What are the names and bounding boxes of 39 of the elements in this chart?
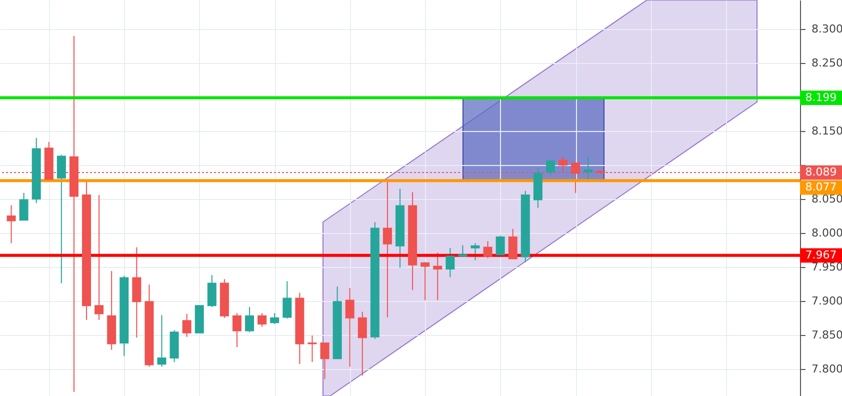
candlestick <box>320 342 330 380</box>
candlestick <box>245 306 254 333</box>
y-tick-label: 8.150 <box>812 124 842 138</box>
candlestick <box>446 247 455 278</box>
ref-line-label: 7.967 <box>805 248 837 262</box>
candlestick <box>433 252 442 301</box>
y-tick-label: 8.250 <box>812 56 842 70</box>
candlestick <box>345 288 354 368</box>
candlestick <box>470 242 480 261</box>
y-tick-label: 7.850 <box>812 328 842 342</box>
candlestick <box>308 335 317 363</box>
candlestick <box>56 154 66 284</box>
candlestick <box>584 156 593 180</box>
candlestick <box>483 240 492 259</box>
candlestick <box>132 246 142 338</box>
candlestick <box>546 160 555 176</box>
ref-line-label: 8.077 <box>805 180 837 194</box>
candlestick <box>420 262 430 301</box>
y-tick-label: 7.950 <box>812 260 842 274</box>
candlestick <box>496 235 505 257</box>
y-tick-label: 8.000 <box>812 226 842 240</box>
y-tick-label: 8.300 <box>812 22 842 36</box>
candlestick <box>94 194 104 320</box>
candlestick <box>270 312 280 324</box>
candlestick <box>6 204 16 244</box>
candlestick <box>282 280 292 320</box>
ref-line-label: 8.089 <box>805 166 837 179</box>
candlestick <box>358 311 367 376</box>
y-tick-label: 7.900 <box>812 294 842 308</box>
ref-line-label: 8.199 <box>805 90 837 104</box>
y-tick-label: 8.050 <box>812 192 842 206</box>
candlestick <box>207 274 216 308</box>
candlestick <box>157 314 166 368</box>
candlestick <box>232 312 242 348</box>
y-tick-label: 7.800 <box>812 362 842 376</box>
candlestick <box>258 312 267 328</box>
candlestick <box>182 313 192 338</box>
candlestick <box>508 228 518 260</box>
candlestick <box>19 192 28 221</box>
